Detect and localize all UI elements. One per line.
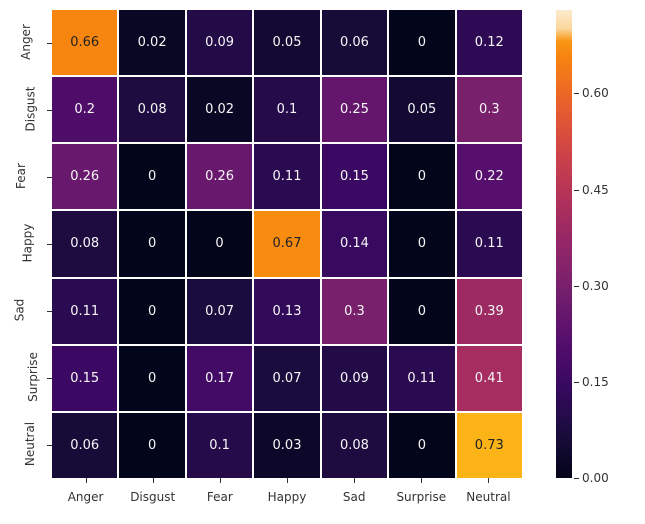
heatmap-cell: 0.06 [52, 413, 117, 478]
x-tick [220, 478, 221, 483]
y-axis-label: Surprise [26, 352, 40, 402]
heatmap-cell: 0 [119, 413, 184, 478]
heatmap-cell: 0 [389, 279, 454, 344]
colorbar-tick [574, 93, 579, 94]
x-tick [354, 478, 355, 483]
heatmap-figure: AngerDisgustFearHappySadSurpriseNeutral … [0, 0, 645, 524]
colorbar-tick-label: 0.60 [582, 86, 609, 100]
y-axis-label: Sad [12, 299, 26, 322]
heatmap-cell: 0.14 [322, 211, 387, 276]
heatmap-cell: 0 [389, 10, 454, 75]
colorbar-tick [574, 382, 579, 383]
heatmap-cell: 0.02 [119, 10, 184, 75]
heatmap-cell: 0.11 [52, 279, 117, 344]
heatmap-cell: 0.17 [187, 346, 252, 411]
x-axis-label: Disgust [130, 490, 175, 504]
x-axis-label: Sad [343, 490, 366, 504]
heatmap-cell: 0 [389, 144, 454, 209]
heatmap-cell: 0.66 [52, 10, 117, 75]
y-axis-labels: Anger Disgust Fear Happy Sad Surprise Neutral [0, 10, 52, 478]
colorbar-tick-label: 0.30 [582, 279, 609, 293]
heatmap-cell: 0.39 [457, 279, 522, 344]
heatmap-cell: 0 [119, 279, 184, 344]
heatmap-cell: 0.05 [389, 77, 454, 142]
heatmap-cell: 0.3 [322, 279, 387, 344]
heatmap-cell: 0.07 [187, 279, 252, 344]
colorbar-tick [574, 478, 579, 479]
heatmap-cell: 0.26 [52, 144, 117, 209]
colorbar: 0.000.150.300.450.60 [556, 10, 636, 478]
heatmap-grid: 0.660.020.090.050.0600.120.20.080.020.10… [52, 10, 522, 478]
heatmap-cell: 0.12 [457, 10, 522, 75]
heatmap-cell: 0.15 [52, 346, 117, 411]
y-axis-label: Disgust [24, 87, 38, 132]
heatmap-cell: 0.07 [254, 346, 319, 411]
heatmap-cell: 0.02 [187, 77, 252, 142]
heatmap-cell: 0.09 [187, 10, 252, 75]
y-axis-label: Anger [19, 25, 33, 61]
y-axis-label: Happy [20, 224, 34, 263]
heatmap-cell: 0.08 [119, 77, 184, 142]
heatmap-cell: 0.05 [254, 10, 319, 75]
heatmap-cell: 0.11 [389, 346, 454, 411]
heatmap-area: 0.660.020.090.050.0600.120.20.080.020.10… [52, 10, 522, 478]
heatmap-cell: 0.13 [254, 279, 319, 344]
heatmap-cell: 0 [389, 413, 454, 478]
heatmap-cell: 0.08 [52, 211, 117, 276]
heatmap-cell: 0.11 [457, 211, 522, 276]
x-tick [153, 478, 154, 483]
heatmap-cell: 0.3 [457, 77, 522, 142]
heatmap-cell: 0.15 [322, 144, 387, 209]
heatmap-cell: 0.11 [254, 144, 319, 209]
heatmap-cell: 0.41 [457, 346, 522, 411]
heatmap-cell: 0.1 [187, 413, 252, 478]
colorbar-tick-label: 0.15 [582, 375, 609, 389]
colorbar-tick-label: 0.00 [582, 471, 609, 485]
x-axis-label: Neutral [466, 490, 510, 504]
y-axis-label: Neutral [23, 421, 37, 465]
heatmap-cell: 0.26 [187, 144, 252, 209]
heatmap-cell: 0.08 [322, 413, 387, 478]
x-tick [287, 478, 288, 483]
heatmap-cell: 0 [119, 211, 184, 276]
x-axis-label: Surprise [396, 490, 446, 504]
heatmap-cell: 0 [187, 211, 252, 276]
heatmap-cell: 0 [119, 346, 184, 411]
x-axis-labels: Anger Disgust Fear Happy Sad Surprise Neutral [52, 478, 522, 518]
x-tick [421, 478, 422, 483]
heatmap-cell: 0 [119, 144, 184, 209]
colorbar-tick-label: 0.45 [582, 183, 609, 197]
heatmap-cell: 0.73 [457, 413, 522, 478]
colorbar-tick [574, 190, 579, 191]
x-axis-label: Anger [68, 490, 104, 504]
x-axis-label: Happy [268, 490, 307, 504]
heatmap-cell: 0.09 [322, 346, 387, 411]
heatmap-cell: 0 [389, 211, 454, 276]
heatmap-cell: 0.1 [254, 77, 319, 142]
y-axis-label: Fear [14, 163, 28, 189]
x-tick [488, 478, 489, 483]
colorbar-gradient [556, 10, 572, 478]
x-axis-label: Fear [207, 490, 233, 504]
heatmap-cell: 0.2 [52, 77, 117, 142]
heatmap-cell: 0.06 [322, 10, 387, 75]
heatmap-cell: 0.03 [254, 413, 319, 478]
heatmap-cell: 0.22 [457, 144, 522, 209]
colorbar-tick [574, 286, 579, 287]
heatmap-cell: 0.25 [322, 77, 387, 142]
x-tick [86, 478, 87, 483]
heatmap-cell: 0.67 [254, 211, 319, 276]
